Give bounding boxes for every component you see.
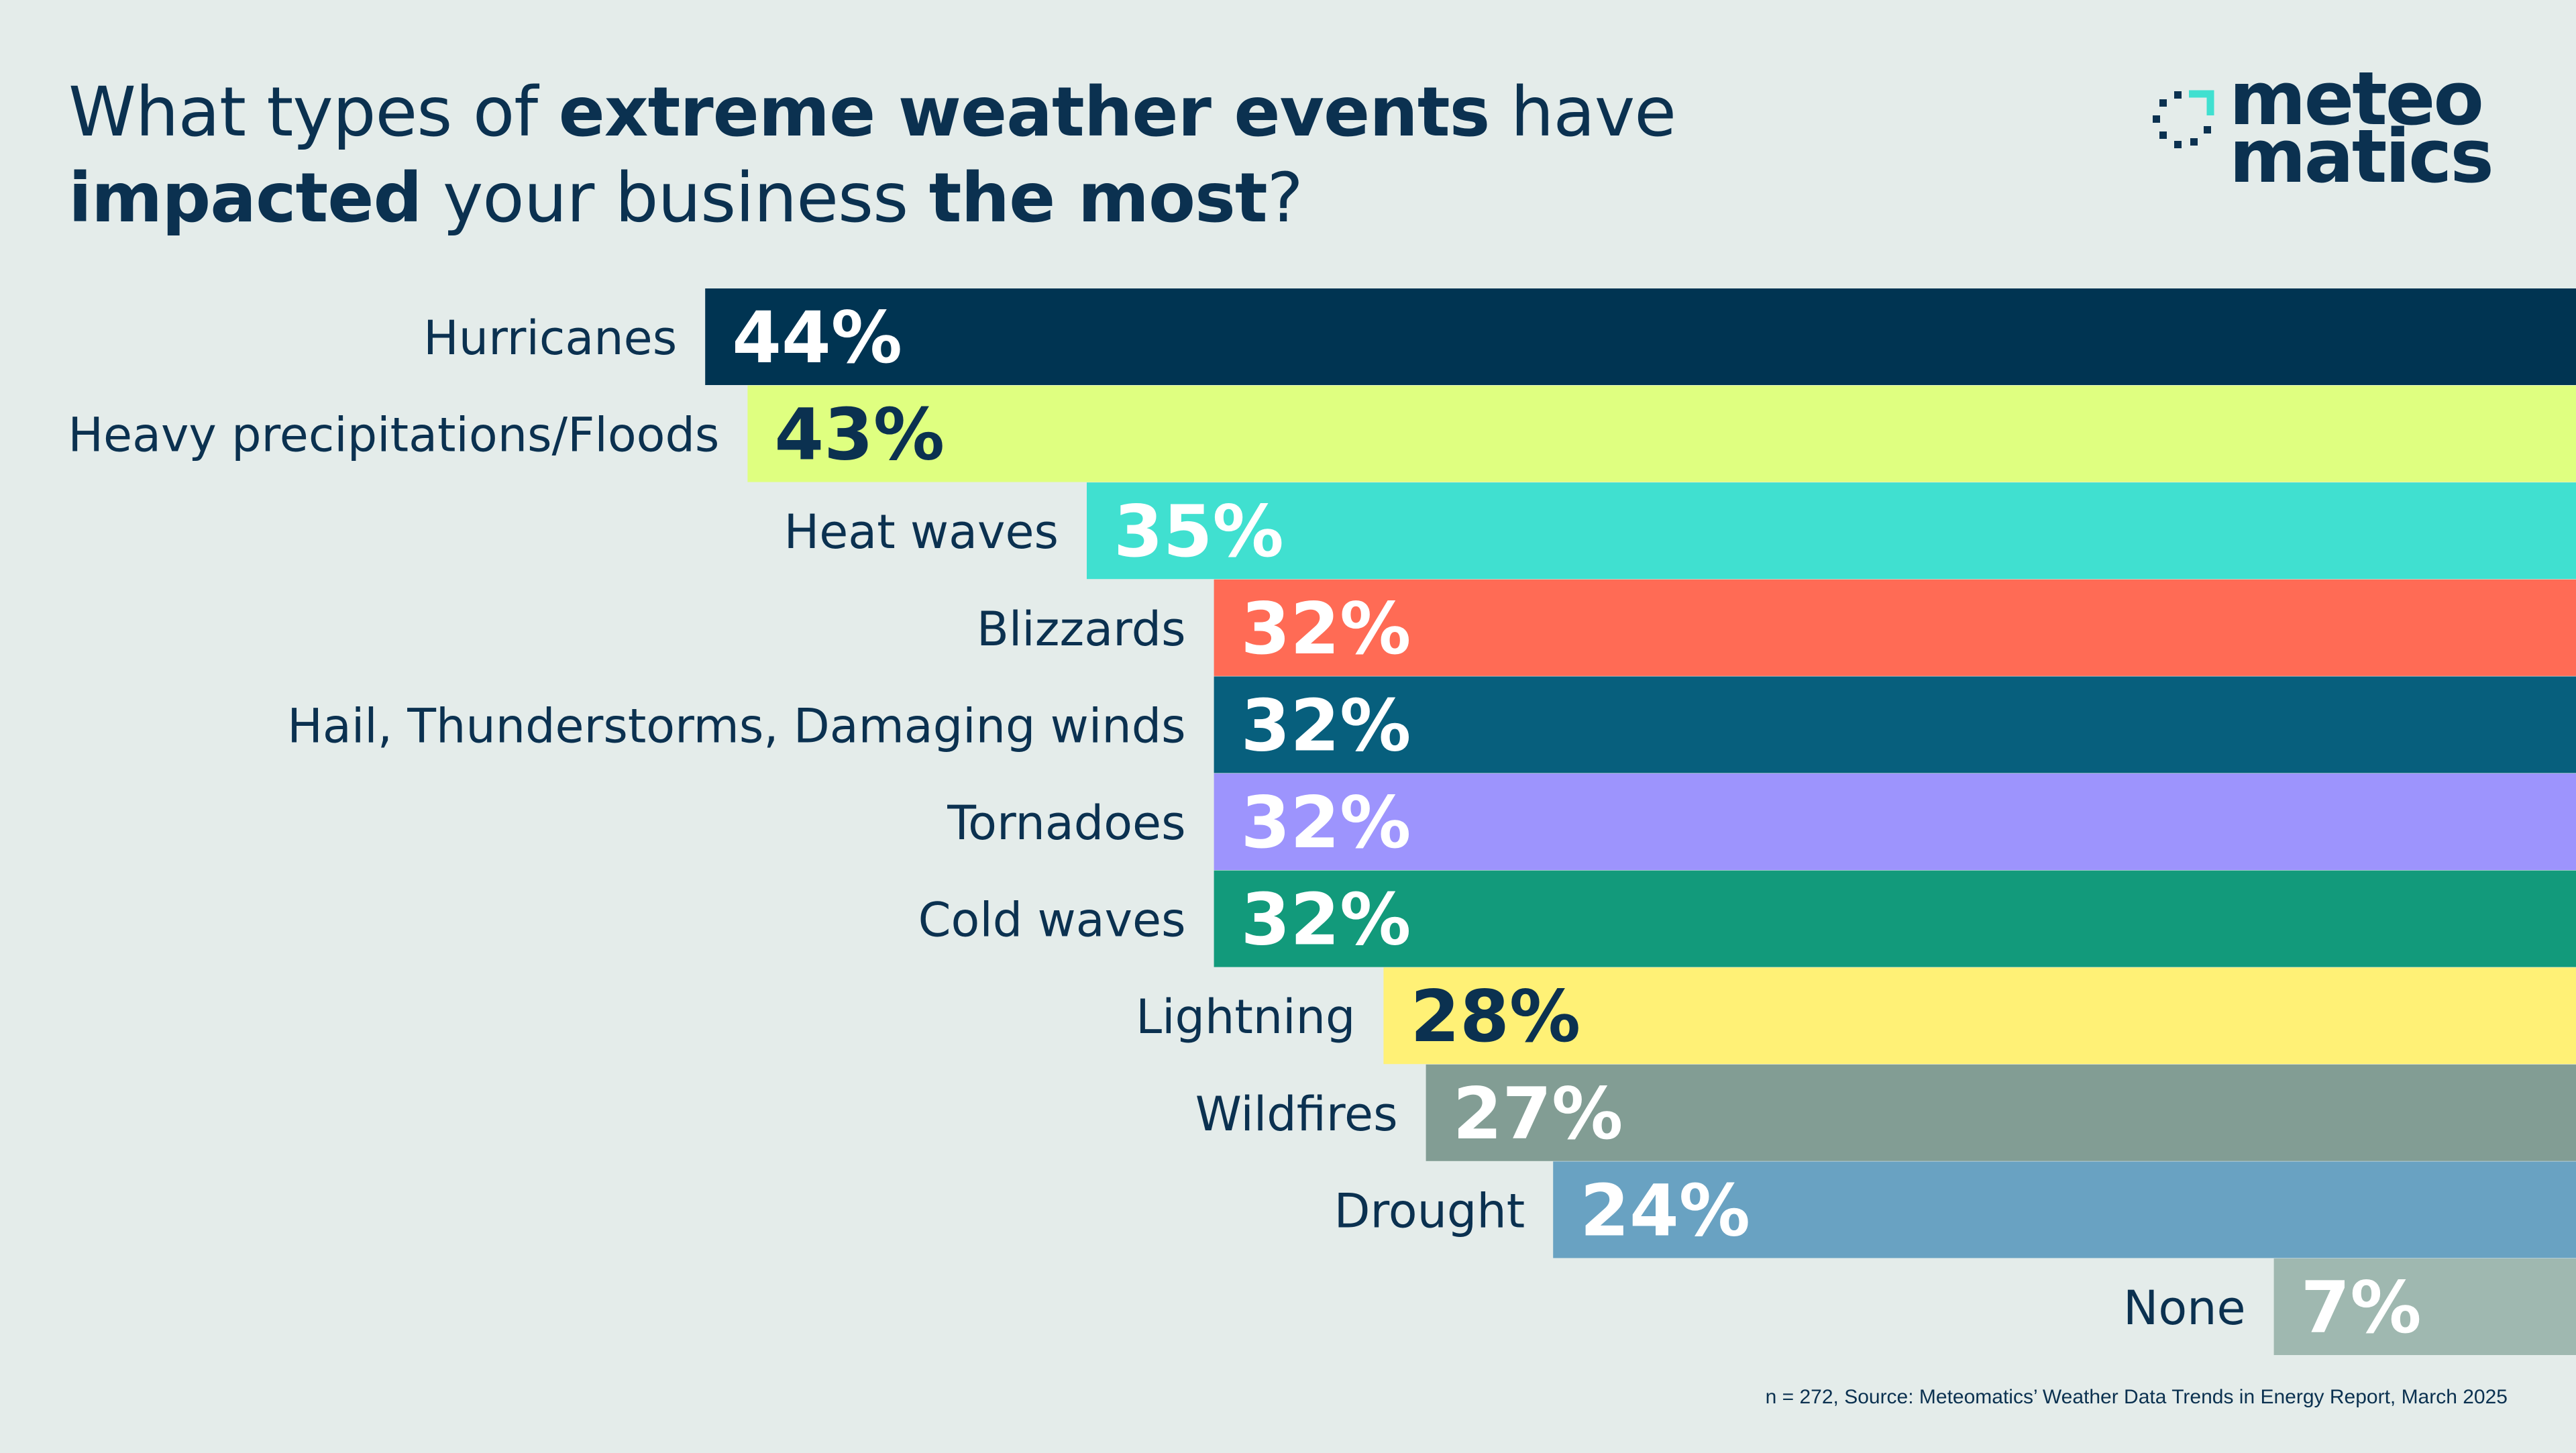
bar-value-label: 27% xyxy=(1453,1073,1623,1155)
bar-5 xyxy=(1214,773,2576,870)
title-bold-2: impacted xyxy=(68,158,423,238)
title-text-4: ? xyxy=(1267,158,1303,238)
meteomatics-logo-icon xyxy=(2153,90,2214,148)
logo-wordmark: meteo matics xyxy=(2229,56,2494,199)
category-label: Wildfires xyxy=(1195,1087,1398,1142)
category-label: Lightning xyxy=(1136,989,1355,1044)
bar-8 xyxy=(1426,1064,2576,1161)
category-label: Cold waves xyxy=(918,893,1186,948)
brand-logo: meteo matics xyxy=(2150,62,2512,201)
chart-title: What types of extreme weather events hav… xyxy=(68,70,1813,241)
bar-7 xyxy=(1383,967,2576,1065)
bar-9 xyxy=(1553,1161,2576,1258)
bar-value-label: 7% xyxy=(2301,1267,2422,1349)
category-label: Hail, Thunderstorms, Damaging winds xyxy=(287,698,1185,753)
source-footnote: n = 272, Source: Meteomatics’ Weather Da… xyxy=(1765,1386,2508,1408)
logo-line-1: meteo xyxy=(2229,56,2484,142)
bar-value-label: 44% xyxy=(732,297,902,379)
bar-2 xyxy=(1087,482,2576,580)
bar-value-label: 35% xyxy=(1114,490,1284,573)
category-label: Drought xyxy=(1334,1183,1525,1238)
title-bold-1: extreme weather events xyxy=(558,72,1491,152)
bar-value-label: 32% xyxy=(1241,879,1411,961)
bar-value-label: 32% xyxy=(1241,588,1411,670)
bar-3 xyxy=(1214,579,2576,676)
category-label: Hurricanes xyxy=(423,311,677,366)
bar-0 xyxy=(705,288,2576,385)
title-text-1: What types of xyxy=(68,72,559,152)
bar-6 xyxy=(1214,870,2576,967)
title-text-2: have xyxy=(1489,72,1676,152)
bar-value-label: 43% xyxy=(774,394,945,476)
bar-value-label: 32% xyxy=(1241,782,1411,864)
bar-1 xyxy=(747,385,2576,482)
bar-value-label: 24% xyxy=(1580,1169,1750,1252)
bar-10 xyxy=(2273,1258,2576,1355)
category-label: Heat waves xyxy=(784,504,1059,559)
bar-value-label: 28% xyxy=(1410,975,1580,1058)
title-text-3: your business xyxy=(421,158,929,238)
category-label: None xyxy=(2123,1281,2246,1336)
category-label: Blizzards xyxy=(977,602,1186,657)
category-label: Heavy precipitations/Floods xyxy=(68,408,719,463)
category-label: Tornadoes xyxy=(947,796,1185,851)
logo-line-2: matics xyxy=(2229,113,2494,199)
bar-4 xyxy=(1214,676,2576,773)
bar-value-label: 32% xyxy=(1241,684,1411,767)
title-bold-3: the most xyxy=(928,158,1268,238)
